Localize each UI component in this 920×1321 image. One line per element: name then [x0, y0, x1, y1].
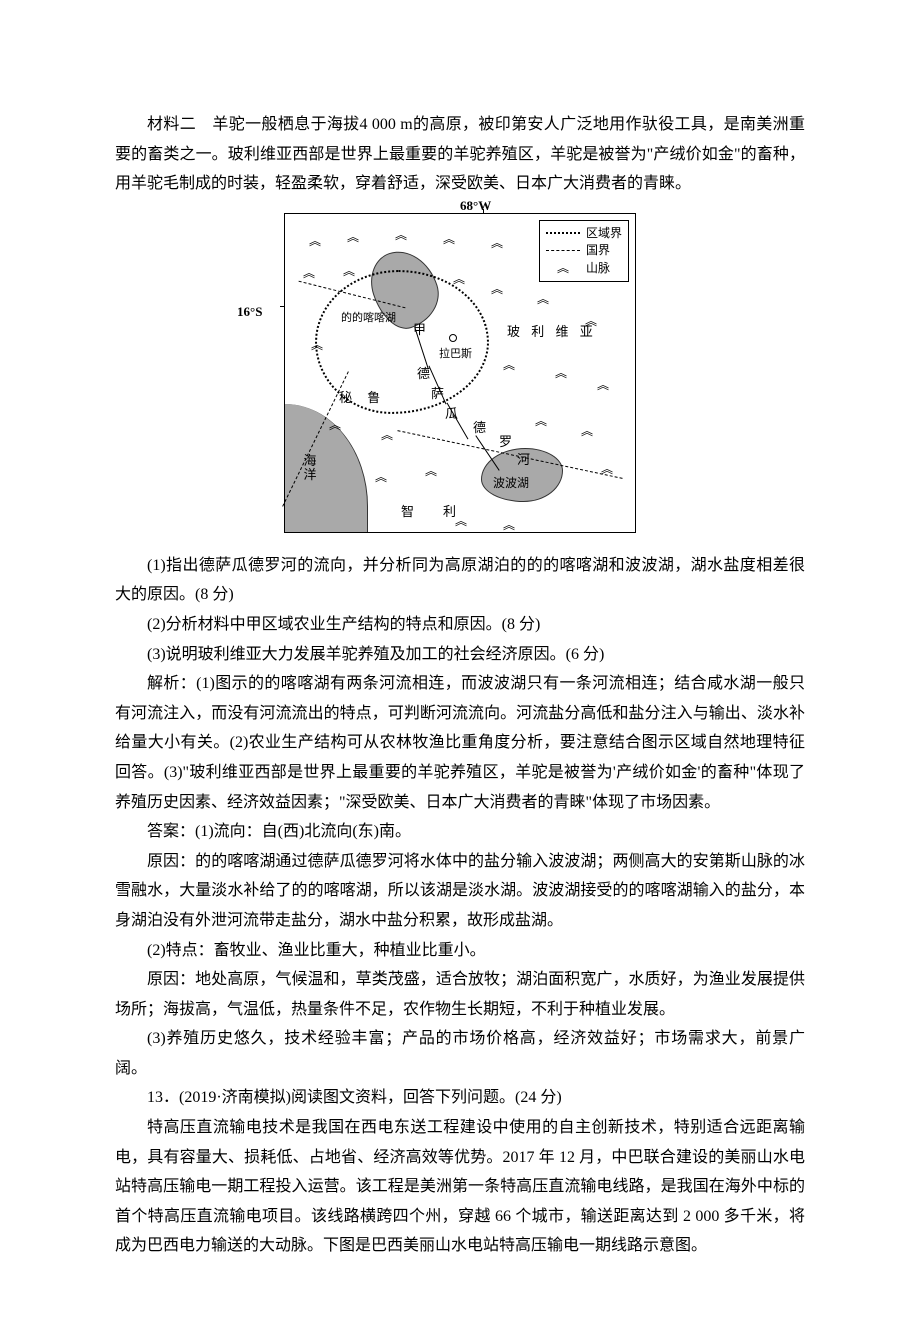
answer-1-reason: 原因：的的喀喀湖通过德萨瓜德罗河将水体中的盐分输入波波湖；两侧高大的安第斯山脉的…	[115, 847, 805, 936]
label-river-gua: 瓜	[445, 402, 458, 426]
answer-2-feature: (2)特点：畜牧业、渔业比重大，种植业比重小。	[115, 936, 805, 966]
mtn-icon: ︽	[309, 230, 321, 252]
ocean-shape	[285, 404, 368, 532]
legend-national-label: 国界	[586, 242, 610, 259]
mtn-icon: ︽	[503, 354, 515, 376]
lat-tick	[280, 306, 285, 307]
legend-region-border: 区域界	[546, 225, 622, 242]
label-jia: 甲	[413, 318, 426, 342]
question-2: (2)分析材料中甲区域农业生产结构的特点和原因。(8 分)	[115, 610, 805, 640]
question-13-title: 13．(2019·济南模拟)阅读图文资料，回答下列问题。(24 分)	[115, 1083, 805, 1113]
mtn-icon: ︽	[585, 310, 597, 332]
answer-1-direction: 答案：(1)流向：自(西)北流向(东)南。	[115, 817, 805, 847]
label-river-de: 德	[417, 362, 430, 386]
mtn-icon: ︽	[425, 460, 437, 482]
lon-tick	[483, 209, 484, 214]
legend-national-symbol	[546, 250, 580, 251]
bolivia-map: 68°W 16°S 区域界 国界 ︽ 山脉	[284, 213, 636, 533]
mtn-icon: ︽	[491, 232, 503, 254]
label-titicaca: 的的喀喀湖	[341, 308, 396, 328]
legend-national-border: 国界	[546, 242, 622, 259]
question-3: (3)说明玻利维亚大力发展羊驼养殖及加工的社会经济原因。(6 分)	[115, 640, 805, 670]
label-river-luo: 罗	[499, 430, 512, 454]
analysis-text: 解析：(1)图示的的喀喀湖有两条河流相连，而波波湖只有一条河流相连；结合咸水湖一…	[115, 669, 805, 817]
question-1: (1)指出德萨瓜德罗河的流向，并分析同为高原湖泊的的的喀喀湖和波波湖，湖水盐度相…	[115, 551, 805, 610]
legend-mountain: ︽ 山脉	[546, 260, 622, 277]
mtn-icon: ︽	[303, 262, 315, 284]
mtn-icon: ︽	[343, 260, 355, 282]
mtn-icon: ︽	[381, 424, 393, 446]
mtn-icon: ︽	[597, 374, 609, 396]
city-lapaz-dot	[449, 334, 457, 342]
question-13-body: 特高压直流输电技术是我国在西电东送工程建设中使用的自主创新技术，特别适合远距离输…	[115, 1113, 805, 1261]
label-river-sa: 萨	[431, 382, 444, 406]
mtn-icon: ︽	[329, 414, 341, 436]
label-peru: 秘 鲁	[339, 386, 386, 410]
label-bolivia: 玻 利 维 亚	[507, 320, 597, 344]
mtn-icon: ︽	[453, 268, 465, 290]
mtn-icon: ︽	[601, 458, 613, 480]
material-2-text: 材料二 羊驼一般栖息于海拔4 000 m的高原，被印第安人广泛地用作驮役工具，是…	[115, 110, 805, 199]
mtn-icon: ︽	[535, 410, 547, 432]
label-river-de2: 德	[473, 416, 486, 440]
answer-3: (3)养殖历史悠久，技术经验丰富；产品的市场价格高，经济效益好；市场需求大，前景…	[115, 1024, 805, 1083]
mtn-icon: ︽	[537, 288, 549, 310]
mtn-icon: ︽	[311, 334, 323, 356]
mtn-icon: ︽	[555, 362, 567, 384]
latitude-label: 16°S	[237, 300, 262, 324]
mtn-icon: ︽	[503, 514, 515, 536]
label-lapaz: 拉巴斯	[439, 344, 472, 364]
mtn-icon: ︽	[491, 278, 503, 300]
label-ocean: 海洋	[303, 454, 317, 483]
mtn-icon: ︽	[581, 420, 593, 442]
label-river-he: 河	[517, 448, 530, 472]
mtn-icon: ︽	[443, 228, 455, 250]
mtn-icon: ︽	[455, 510, 467, 532]
legend-mountain-symbol: ︽	[546, 262, 580, 274]
mtn-icon: ︽	[375, 466, 387, 488]
map-figure-container: 68°W 16°S 区域界 国界 ︽ 山脉	[115, 213, 805, 533]
mtn-icon: ︽	[347, 226, 359, 248]
legend-region-symbol	[546, 232, 580, 234]
label-poopo: 波波湖	[493, 472, 529, 494]
longitude-label: 68°W	[460, 194, 491, 218]
legend-region-label: 区域界	[586, 225, 622, 242]
map-legend: 区域界 国界 ︽ 山脉	[539, 220, 629, 282]
mtn-icon: ︽	[395, 224, 407, 246]
legend-mountain-label: 山脉	[586, 260, 610, 277]
answer-2-reason: 原因：地处高原，气候温和，草类茂盛，适合放牧；湖泊面积宽广，水质好，为渔业发展提…	[115, 965, 805, 1024]
